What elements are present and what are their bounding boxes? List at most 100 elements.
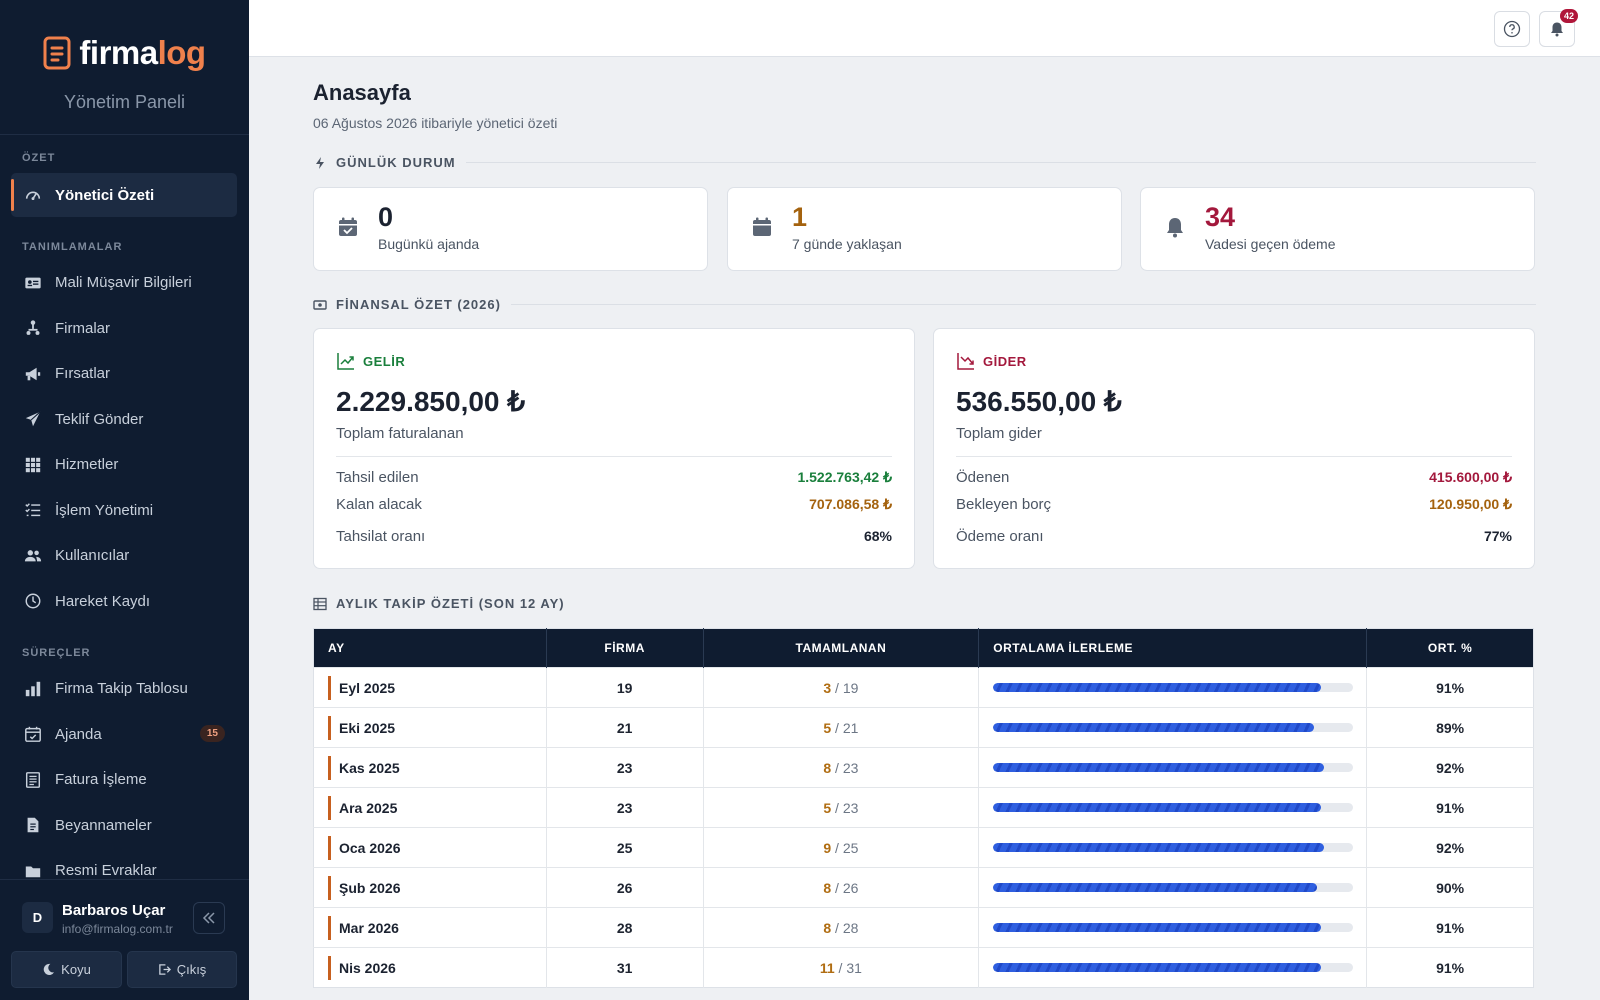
notification-count-badge: 42 bbox=[1559, 9, 1578, 23]
section-monthly-title: AYLIK TAKİP ÖZETİ (SON 12 AY) bbox=[336, 596, 565, 611]
sidebar-item-mali-musavir[interactable]: Mali Müşavir Bilgileri bbox=[11, 261, 237, 305]
sidebar-item-firmalar[interactable]: Firmalar bbox=[11, 306, 237, 350]
file-text-icon bbox=[23, 815, 43, 835]
notifications-button[interactable]: 42 bbox=[1539, 9, 1578, 47]
col-header-month[interactable]: AY bbox=[313, 628, 547, 668]
sidebar-item-firma-takip-tablosu[interactable]: Firma Takip Tablosu bbox=[11, 667, 237, 711]
progress-bar bbox=[993, 763, 1354, 772]
month-label: Eyl 2025 bbox=[328, 675, 395, 700]
cell-completed: 5 / 23 bbox=[702, 787, 979, 828]
table-row[interactable]: Eyl 2025 19 3 / 19 91% bbox=[313, 667, 1534, 708]
sidebar-item-hizmetler[interactable]: Hizmetler bbox=[11, 443, 237, 487]
sidebar-item-label: Hizmetler bbox=[55, 456, 119, 473]
cell-avg-pct: 91% bbox=[1366, 667, 1534, 708]
progress-bar-fill bbox=[993, 683, 1321, 692]
table-row[interactable]: Nis 2026 31 11 / 31 91% bbox=[313, 947, 1534, 988]
sidebar-item-beyannameler[interactable]: Beyannameler bbox=[11, 803, 237, 847]
income-total: 2.229.850,00 ₺ bbox=[336, 386, 526, 417]
col-header-completed[interactable]: TAMAMLANAN bbox=[702, 628, 979, 668]
avatar[interactable]: D bbox=[22, 902, 53, 933]
logout-button[interactable]: Çıkış bbox=[127, 951, 237, 988]
sidebar-item-islem-yonetimi[interactable]: İşlem Yönetimi bbox=[11, 488, 237, 532]
table-row[interactable]: Şub 2026 26 8 / 26 90% bbox=[313, 867, 1534, 908]
row-value: 707.086,58 ₺ bbox=[809, 496, 892, 512]
col-header-avg-pct[interactable]: ORT. % bbox=[1366, 628, 1534, 668]
stat-value: 0 bbox=[378, 202, 394, 232]
sidebar-item-label: Mali Müşavir Bilgileri bbox=[55, 274, 192, 291]
cell-completed: 9 / 25 bbox=[702, 827, 979, 868]
cell-progress bbox=[978, 827, 1367, 868]
income-total-label: Toplam faturalanan bbox=[336, 425, 464, 442]
sidebar-item-hareket-kaydi[interactable]: Hareket Kaydı bbox=[11, 579, 237, 623]
user-email: info@firmalog.com.tr bbox=[62, 922, 173, 936]
completed-total: / 21 bbox=[835, 719, 859, 736]
row-value: 77% bbox=[1483, 528, 1512, 544]
cell-firma: 25 bbox=[545, 827, 704, 868]
table-row[interactable]: Ara 2025 23 5 / 23 91% bbox=[313, 787, 1534, 828]
cell-completed: 11 / 31 bbox=[702, 947, 979, 988]
section-financial-summary: FİNANSAL ÖZET (2026) bbox=[313, 297, 1536, 312]
row-value: 1.522.763,42 ₺ bbox=[797, 469, 892, 485]
table-header-row: AY FİRMA TAMAMLANAN ORTALAMA İLERLEME OR… bbox=[313, 628, 1534, 668]
table-row[interactable]: Oca 2026 25 9 / 25 92% bbox=[313, 827, 1534, 868]
stat-card-overdue-payments[interactable]: 34 Vadesi geçen ödeme bbox=[1140, 187, 1535, 271]
month-label: Kas 2025 bbox=[328, 755, 400, 780]
sidebar-section-ozet: ÖZET bbox=[22, 152, 56, 164]
help-button[interactable] bbox=[1494, 11, 1530, 47]
cell-progress bbox=[978, 947, 1367, 988]
bar-chart-icon bbox=[23, 679, 43, 699]
completed-count: 11 bbox=[819, 959, 835, 976]
receipt-icon bbox=[23, 770, 43, 790]
user-panel: D Barbaros Uçar info@firmalog.com.tr Koy… bbox=[0, 879, 249, 1000]
sidebar-item-fatura-isleme[interactable]: Fatura İşleme bbox=[11, 758, 237, 802]
stat-label: Bugünkü ajanda bbox=[378, 236, 480, 252]
col-header-avg-progress[interactable]: ORTALAMA İLERLEME bbox=[978, 628, 1367, 668]
page-title: Anasayfa bbox=[313, 80, 411, 105]
expense-tag: GİDER bbox=[956, 351, 1027, 371]
section-daily-status-title: GÜNLÜK DURUM bbox=[336, 155, 456, 170]
theme-toggle-button[interactable]: Koyu bbox=[11, 951, 122, 988]
cell-month: Ara 2025 bbox=[313, 787, 547, 828]
progress-bar-fill bbox=[993, 883, 1318, 892]
cell-completed: 8 / 23 bbox=[702, 747, 979, 788]
progress-bar bbox=[993, 883, 1354, 892]
cell-month: Eki 2025 bbox=[313, 707, 547, 748]
stat-card-agenda-today[interactable]: 0 Bugünkü ajanda bbox=[313, 187, 708, 271]
sidebar-item-yonetici-ozeti[interactable]: Yönetici Özeti bbox=[11, 173, 237, 217]
monthly-table-body: Eyl 2025 19 3 / 19 91% Eki 2025 21 5 / 21 89% Ka… bbox=[313, 667, 1534, 988]
sidebar-item-firsatlar[interactable]: Fırsatlar bbox=[11, 352, 237, 396]
cell-progress bbox=[978, 907, 1367, 948]
cell-month: Eyl 2025 bbox=[313, 667, 547, 708]
table-row[interactable]: Kas 2025 23 8 / 23 92% bbox=[313, 747, 1534, 788]
users-icon bbox=[23, 546, 43, 566]
sidebar-item-resmi-evraklar[interactable]: Resmi Evraklar bbox=[11, 849, 237, 893]
section-divider bbox=[465, 162, 1536, 163]
cell-progress bbox=[978, 667, 1367, 708]
sidebar-item-kullanicilar[interactable]: Kullanıcılar bbox=[11, 534, 237, 578]
moon-icon bbox=[43, 963, 55, 975]
sidebar-item-label: Hareket Kaydı bbox=[55, 592, 151, 610]
table-row[interactable]: Mar 2026 28 8 / 28 91% bbox=[313, 907, 1534, 948]
income-card: GELİR 2.229.850,00 ₺ Toplam faturalanan … bbox=[313, 328, 915, 569]
bell-icon bbox=[1167, 218, 1183, 238]
progress-bar-fill bbox=[993, 803, 1321, 812]
expense-card: GİDER 536.550,00 ₺ Toplam gider Ödenen 4… bbox=[933, 328, 1535, 569]
main-content: Anasayfa 06 Ağustos 2026 itibariyle yöne… bbox=[313, 57, 1536, 988]
col-header-firma[interactable]: FİRMA bbox=[545, 628, 704, 668]
logo[interactable]: firmalog bbox=[43, 34, 206, 72]
sidebar-item-teklif-gonder[interactable]: Teklif Gönder bbox=[11, 397, 237, 441]
progress-bar bbox=[993, 963, 1354, 972]
cell-avg-pct: 92% bbox=[1366, 747, 1534, 788]
cell-firma: 26 bbox=[545, 867, 704, 908]
cell-firma: 23 bbox=[545, 787, 704, 828]
collapse-sidebar-button[interactable] bbox=[193, 902, 225, 934]
sidebar-item-ajanda[interactable]: Ajanda 15 bbox=[11, 712, 237, 756]
row-label: Ödeme oranı bbox=[956, 528, 1044, 545]
cell-avg-pct: 89% bbox=[1366, 707, 1534, 748]
table-row[interactable]: Eki 2025 21 5 / 21 89% bbox=[313, 707, 1534, 748]
cell-completed: 5 / 21 bbox=[702, 707, 979, 748]
cell-month: Oca 2026 bbox=[313, 827, 547, 868]
section-financial-title: FİNANSAL ÖZET (2026) bbox=[336, 297, 501, 312]
stat-card-upcoming[interactable]: 1 7 günde yaklaşan bbox=[727, 187, 1122, 271]
sidebar-item-label: Firma Takip Tablosu bbox=[55, 680, 188, 697]
